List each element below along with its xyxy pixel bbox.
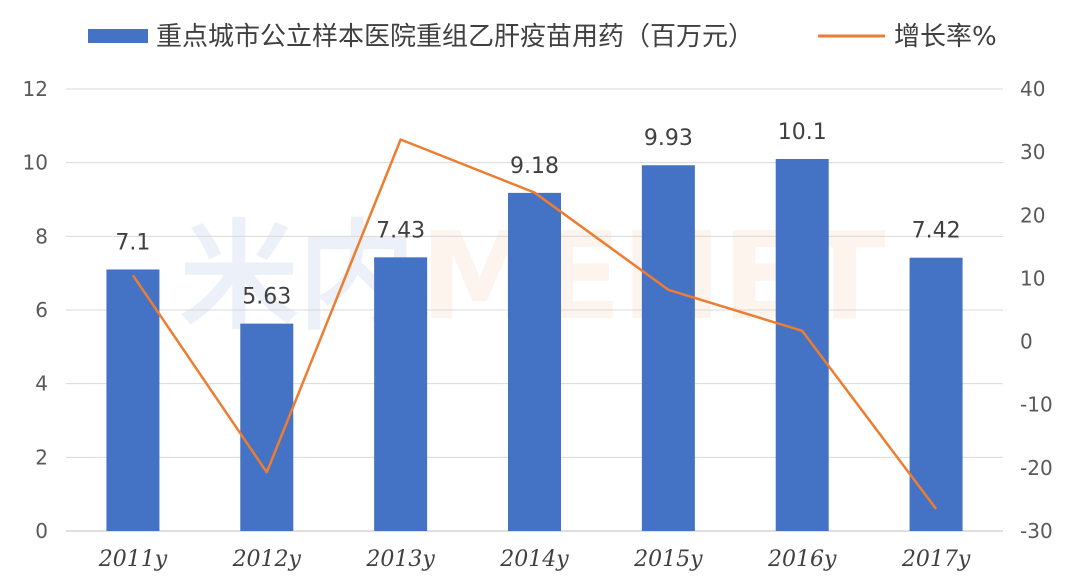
y-left-tick-label: 2	[35, 445, 48, 469]
bar-data-label: 9.93	[644, 126, 693, 151]
bar-data-label: 7.43	[376, 218, 425, 243]
y-left-tick-label: 0	[35, 519, 48, 543]
bar	[642, 165, 695, 531]
bar	[106, 269, 159, 531]
bar-data-label: 7.42	[912, 219, 961, 244]
y-left-tick-label: 4	[35, 372, 48, 396]
x-tick-label: 2015y	[633, 547, 703, 572]
bar	[374, 257, 427, 531]
legend: 重点城市公立样本医院重组乙肝疫苗用药（百万元） 增长率%	[88, 22, 997, 52]
bar-data-label: 10.1	[778, 120, 827, 145]
x-tick-label: 2012y	[232, 547, 302, 572]
y-right-tick-label: 10	[1020, 266, 1045, 290]
x-tick-label: 2016y	[767, 547, 837, 572]
y-left-tick-label: 12	[23, 77, 48, 101]
bar-data-label: 9.18	[510, 154, 559, 179]
y-right-tick-label: -10	[1020, 393, 1053, 417]
legend-swatch-bar	[88, 29, 148, 43]
y-right-tick-label: -30	[1020, 519, 1053, 543]
x-axis: 2011y 2012y 2013y 2014y 2015y 2016y 2017y	[98, 547, 971, 572]
legend-label-line: 增长率%	[894, 22, 997, 52]
y-right-tick-label: -20	[1020, 456, 1053, 480]
legend-label-bar: 重点城市公立样本医院重组乙肝疫苗用药（百万元）	[156, 22, 754, 52]
y-left-tick-label: 8	[35, 224, 48, 248]
bar	[910, 258, 963, 531]
y-left-tick-label: 6	[35, 298, 48, 322]
y-right-tick-label: 40	[1020, 77, 1045, 101]
x-tick-label: 2017y	[901, 547, 971, 572]
bar-data-label: 5.63	[242, 285, 291, 310]
y-right-tick-label: 30	[1020, 140, 1045, 164]
y-axis-right: -30 -20 -10 0 10 20 30 40	[1020, 77, 1053, 543]
x-tick-label: 2013y	[365, 547, 435, 572]
bar	[776, 159, 829, 531]
x-tick-label: 2011y	[98, 547, 168, 572]
bar-data-label: 7.1	[115, 230, 150, 255]
bar	[508, 193, 561, 531]
y-left-tick-label: 10	[23, 151, 48, 175]
y-axis-left: 0 2 4 6 8 10 12	[23, 77, 48, 543]
y-right-tick-label: 0	[1020, 330, 1033, 354]
y-right-tick-label: 20	[1020, 203, 1045, 227]
x-tick-label: 2014y	[499, 547, 569, 572]
